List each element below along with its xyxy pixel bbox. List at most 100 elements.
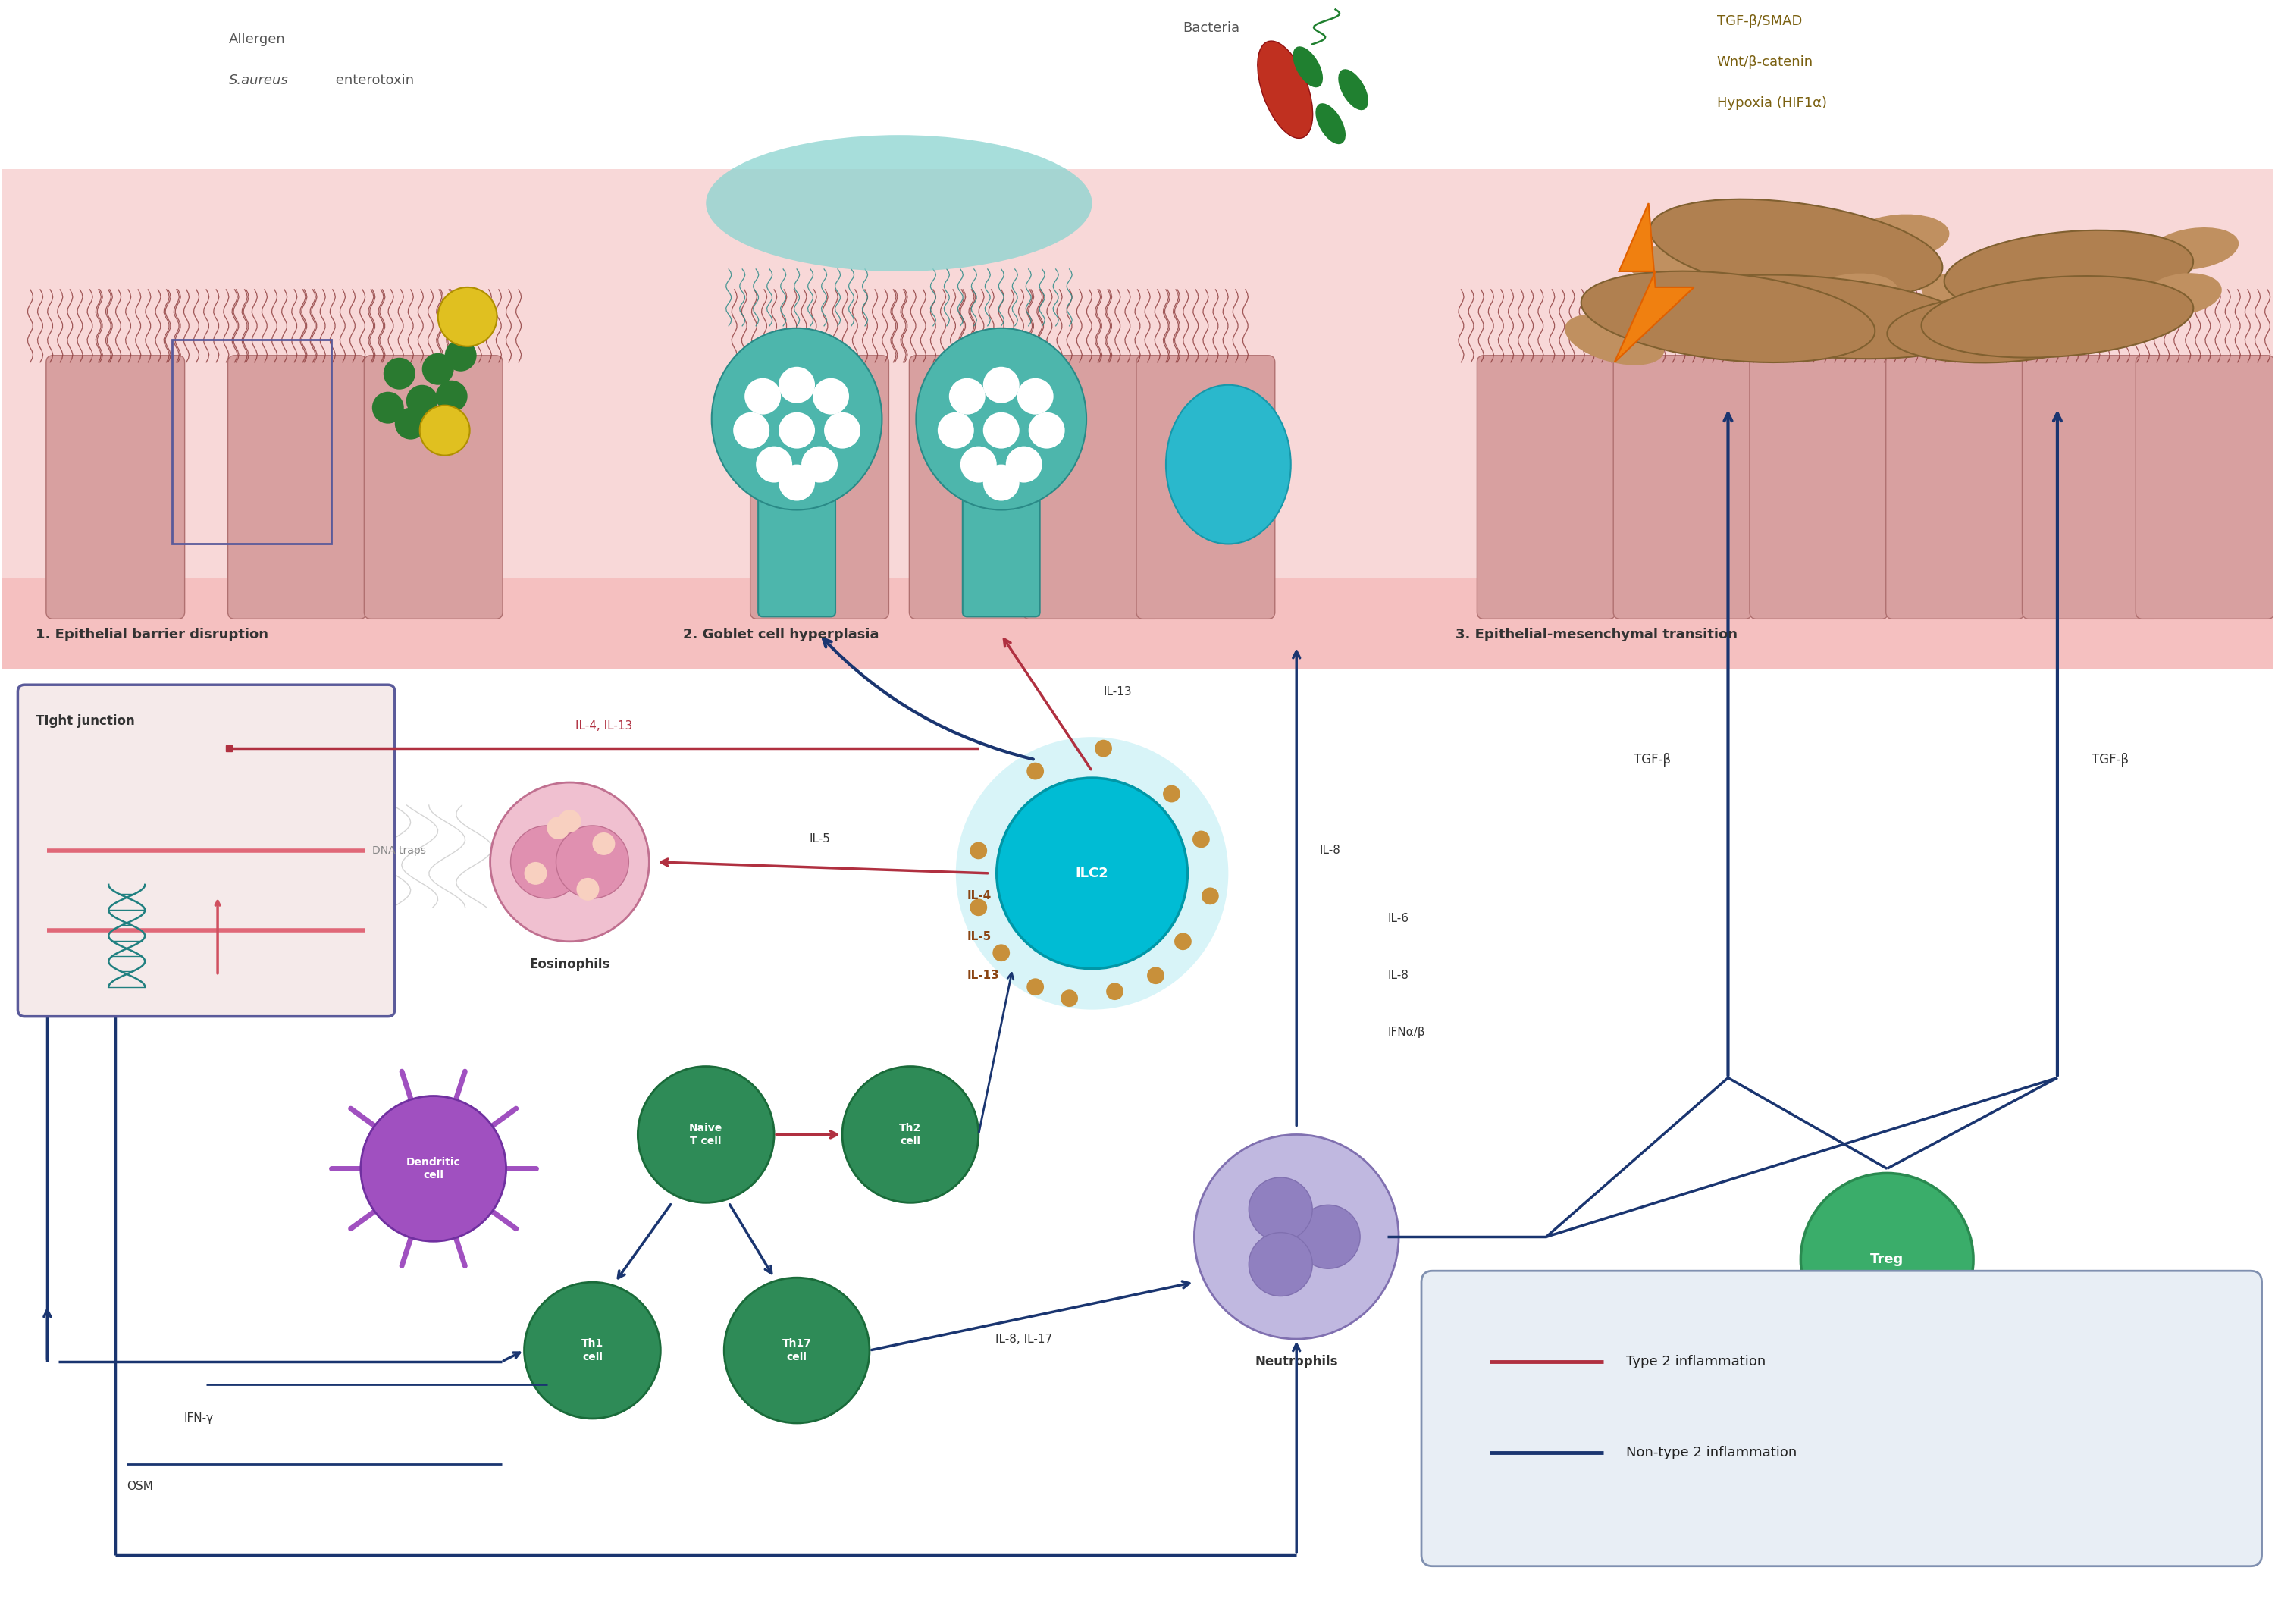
FancyBboxPatch shape [2022,356,2161,619]
Circle shape [969,898,987,916]
Circle shape [733,412,769,448]
Circle shape [755,447,792,482]
Text: enterotoxin: enterotoxin [332,73,414,88]
Ellipse shape [1627,247,1738,297]
FancyArrowPatch shape [978,973,1012,1132]
Circle shape [373,391,405,424]
Circle shape [1147,966,1165,984]
Text: Hypoxia (HIF1α): Hypoxia (HIF1α) [1718,96,1827,110]
FancyBboxPatch shape [46,356,184,619]
Text: 3. Epithelial-mesenchymal transition: 3. Epithelial-mesenchymal transition [1456,628,1738,641]
Text: IL-5: IL-5 [810,833,830,844]
FancyBboxPatch shape [1422,1272,2261,1566]
Circle shape [384,357,416,390]
FancyArrowPatch shape [1724,412,1731,1075]
FancyArrowPatch shape [662,859,987,874]
Text: TGF-β: TGF-β [2091,754,2129,767]
Circle shape [1006,447,1042,482]
Ellipse shape [1888,294,2113,362]
Text: Wnt/β-catenin: Wnt/β-catenin [1718,55,1813,70]
Circle shape [778,367,814,403]
Circle shape [1194,1135,1399,1340]
Text: IL-8: IL-8 [1320,844,1340,856]
Circle shape [423,352,453,385]
Text: IL-5: IL-5 [967,931,992,942]
FancyBboxPatch shape [1138,356,1274,619]
Text: Th2
cell: Th2 cell [899,1122,921,1147]
Circle shape [812,378,849,414]
Text: Treg: Treg [1870,1252,1904,1267]
FancyArrowPatch shape [730,1205,771,1273]
Circle shape [1297,1205,1360,1268]
Circle shape [723,1278,869,1423]
FancyArrowPatch shape [1292,651,1299,1125]
Bar [2,169,2273,669]
Ellipse shape [1847,214,1950,260]
FancyBboxPatch shape [1024,356,1160,619]
Circle shape [842,1067,978,1203]
Circle shape [1249,1177,1313,1241]
Text: TGF-β: TGF-β [1633,754,1672,767]
Text: TGF-β/SMAD: TGF-β/SMAD [1718,15,1802,28]
Circle shape [557,810,580,833]
Text: OSM: OSM [127,1481,152,1492]
Circle shape [1017,378,1053,414]
Text: Type 2 inflammation: Type 2 inflammation [1627,1354,1765,1369]
Circle shape [437,380,466,412]
Circle shape [489,783,648,942]
Ellipse shape [1809,273,1897,315]
FancyArrowPatch shape [871,1281,1190,1350]
Circle shape [421,406,469,455]
Circle shape [362,1096,505,1241]
Ellipse shape [1661,274,1977,359]
Circle shape [396,408,428,440]
Text: Non-type 2 inflammation: Non-type 2 inflammation [1627,1445,1797,1460]
Circle shape [510,825,582,898]
Circle shape [444,339,475,372]
FancyBboxPatch shape [2136,356,2275,619]
Ellipse shape [1922,273,2011,315]
FancyBboxPatch shape [1749,356,1888,619]
Circle shape [992,944,1010,961]
Circle shape [1106,983,1124,1000]
Circle shape [824,412,860,448]
Circle shape [1174,932,1192,950]
Text: IL-13: IL-13 [1103,685,1133,697]
Text: Th17
cell: Th17 cell [783,1338,812,1363]
FancyBboxPatch shape [228,356,366,619]
Circle shape [546,817,569,840]
Ellipse shape [705,135,1092,271]
Ellipse shape [1649,200,1943,299]
Text: Neutrophils: Neutrophils [1256,1354,1338,1369]
Circle shape [983,367,1019,403]
Circle shape [996,778,1188,970]
Text: ILC2: ILC2 [1076,867,1108,880]
Ellipse shape [1922,276,2193,357]
Ellipse shape [1581,271,1875,362]
Text: IL-4: IL-4 [967,890,992,901]
FancyBboxPatch shape [962,494,1040,617]
Ellipse shape [2143,273,2223,315]
Circle shape [801,447,837,482]
Text: IFNα/β: IFNα/β [1388,1026,1424,1038]
Bar [2,578,2273,669]
FancyArrowPatch shape [503,1353,519,1361]
Ellipse shape [712,328,883,510]
Circle shape [969,841,987,859]
Text: IL-6: IL-6 [1388,913,1408,924]
Circle shape [1026,978,1044,996]
Ellipse shape [1292,47,1322,88]
Circle shape [523,1283,660,1418]
Circle shape [1094,741,1112,757]
Text: Naive
T cell: Naive T cell [689,1122,723,1147]
Circle shape [439,287,496,346]
Circle shape [1163,784,1181,802]
Circle shape [1249,1233,1313,1296]
FancyBboxPatch shape [364,356,503,619]
Circle shape [1192,830,1210,848]
FancyBboxPatch shape [18,685,396,1017]
Text: Eosinophils: Eosinophils [530,958,610,971]
Text: IL-13: IL-13 [967,970,999,981]
Text: DNA traps: DNA traps [373,846,425,856]
Circle shape [937,412,974,448]
